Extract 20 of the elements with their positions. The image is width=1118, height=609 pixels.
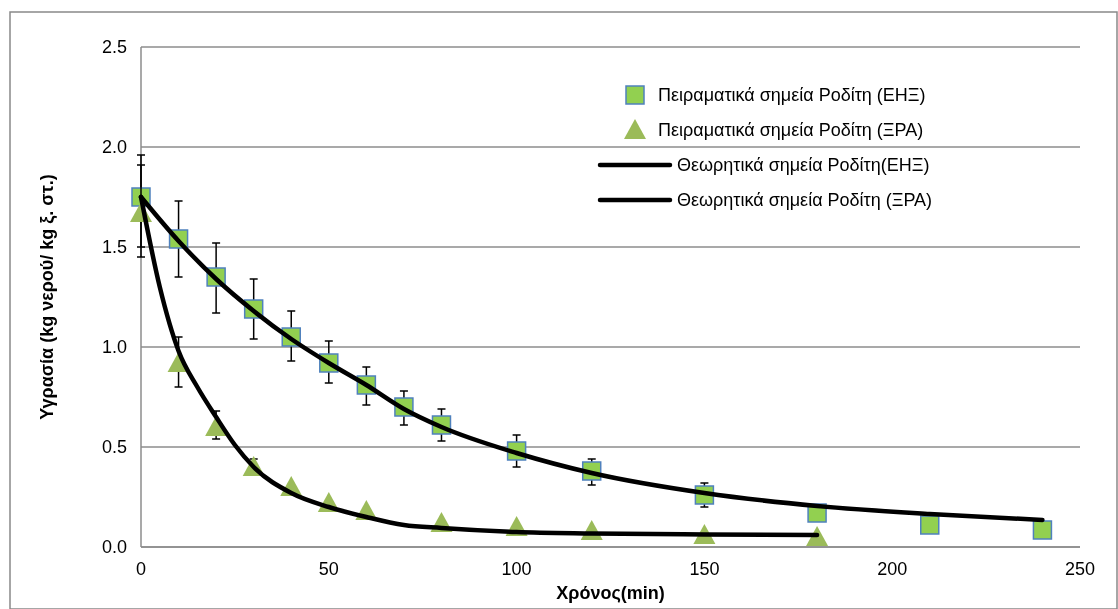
y-tick-label: 0.5 [101, 437, 127, 458]
x-tick-label: 100 [501, 559, 532, 579]
x-axis-title: Χρόνος(min) [556, 583, 665, 603]
x-tick-label: 50 [318, 559, 339, 579]
point [1032, 520, 1053, 540]
legend-label: Θεωρητικά σημεία Ροδίτη (ΞΡΑ) [677, 190, 933, 211]
y-tick-label: 2.0 [101, 137, 127, 158]
x-tick-label: 150 [689, 559, 720, 579]
legend-label: Πειραματικά σημεία Ροδίτη (ΕΗΞ) [658, 85, 926, 106]
x-tick-label: 200 [877, 559, 908, 579]
y-tick-label: 0.0 [101, 537, 127, 558]
y-tick-label: 2.5 [101, 37, 127, 58]
x-tick-label: 0 [135, 559, 147, 579]
y-tick-label: 1.0 [101, 337, 127, 358]
y-axis-title: Υγρασία (kg νερού/ kg ξ. στ.) [37, 174, 58, 420]
point [920, 515, 940, 535]
x-tick-label: 250 [1064, 559, 1096, 579]
legend-label: Θεωρητικά σημεία Ροδίτη(ΕΗΞ) [677, 155, 930, 176]
legend-label: Πειραματικά σημεία Ροδίτη (ΞΡΑ) [658, 120, 924, 141]
y-tick-label: 1.5 [101, 237, 127, 258]
